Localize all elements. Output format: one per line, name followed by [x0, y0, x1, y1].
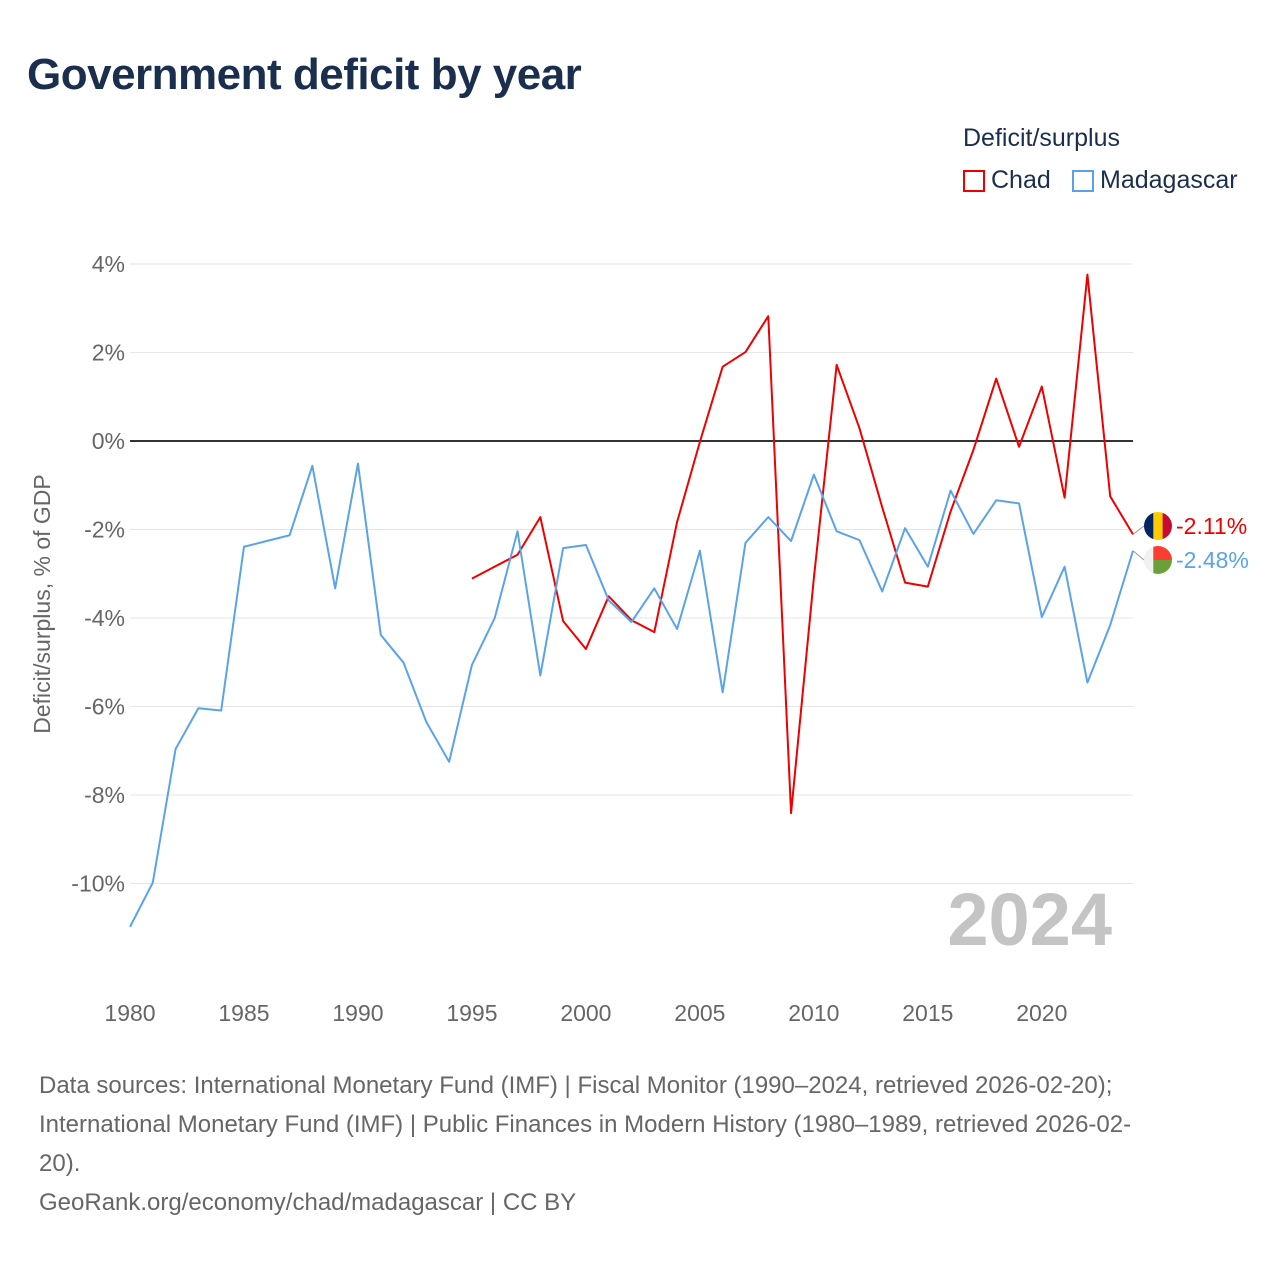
legend-item-madagascar[interactable]: Madagascar — [1072, 166, 1238, 195]
series-line-madagascar — [129, 462, 1134, 928]
x-tick-label: 2015 — [902, 1000, 953, 1026]
end-label-leader — [1132, 550, 1145, 561]
source-line: 20). — [39, 1150, 81, 1177]
end-label-leader — [1132, 525, 1145, 535]
page-title: Government deficit by year — [27, 50, 582, 99]
y-axis-label: Deficit/surplus, % of GDP — [29, 474, 55, 733]
x-tick-label: 2020 — [1016, 1000, 1067, 1026]
y-tick-label: -4% — [84, 605, 125, 631]
madagascar-flag-icon — [1144, 546, 1172, 574]
y-tick-label: -10% — [71, 871, 125, 897]
legend-swatch-madagascar — [1072, 169, 1094, 192]
end-label-chad: -2.11% — [1176, 513, 1247, 539]
source-note: Data sources: International Monetary Fun… — [39, 1066, 1239, 1222]
legend-swatch-chad — [963, 169, 985, 192]
legend-title: Deficit/surplus — [963, 124, 1120, 152]
legend-label: Chad — [991, 166, 1051, 194]
series-line-chad — [471, 273, 1134, 815]
source-line: GeoRank.org/economy/chad/madagascar | CC… — [39, 1189, 577, 1216]
y-tick-label: 4% — [92, 251, 125, 277]
end-label-madagascar: -2.48% — [1176, 547, 1249, 573]
legend-label: Madagascar — [1100, 166, 1238, 194]
watermark-year: 2024 — [947, 878, 1112, 961]
x-tick-label: 1980 — [104, 1000, 155, 1026]
source-line: International Monetary Fund (IMF) | Publ… — [39, 1111, 1132, 1138]
y-tick-label: -6% — [84, 694, 125, 720]
y-tick-label: -8% — [84, 782, 125, 808]
chad-flag-icon — [1144, 512, 1172, 540]
legend-item-chad[interactable]: Chad — [963, 166, 1051, 195]
y-tick-label: -2% — [84, 517, 125, 543]
x-tick-label: 2000 — [560, 1000, 611, 1026]
x-tick-label: 2005 — [674, 1000, 725, 1026]
x-tick-label: 1985 — [218, 1000, 269, 1026]
x-tick-label: 2010 — [788, 1000, 839, 1026]
source-line: Data sources: International Monetary Fun… — [39, 1072, 1113, 1099]
x-tick-label: 1995 — [446, 1000, 497, 1026]
y-tick-label: 2% — [92, 340, 125, 366]
y-tick-label: 0% — [92, 428, 125, 454]
x-tick-label: 1990 — [332, 1000, 383, 1026]
